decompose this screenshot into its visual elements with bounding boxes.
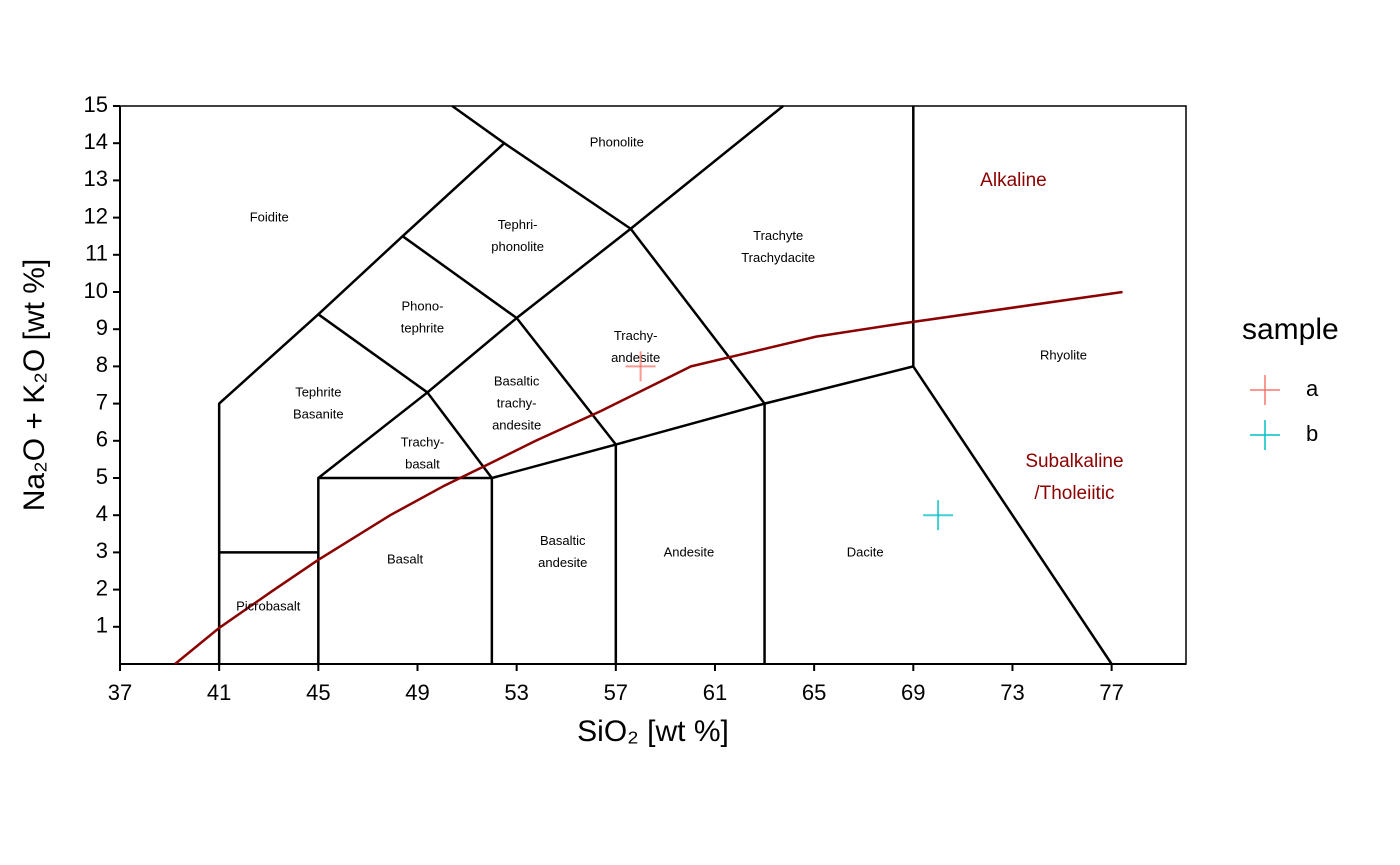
y-tick-label: 1 bbox=[96, 613, 108, 638]
region-label: Phono- bbox=[401, 298, 443, 313]
y-tick-label: 6 bbox=[96, 427, 108, 452]
x-tick-label: 45 bbox=[306, 680, 330, 705]
region-label: trachy- bbox=[497, 395, 537, 410]
region-label: Rhyolite bbox=[1040, 347, 1087, 362]
region-label: Basaltic bbox=[540, 533, 586, 548]
x-tick-label: 49 bbox=[405, 680, 429, 705]
y-tick-label: 7 bbox=[96, 389, 108, 414]
y-tick-label: 15 bbox=[84, 92, 108, 117]
field-boundary bbox=[490, 365, 1113, 665]
y-tick-label: 2 bbox=[96, 575, 108, 600]
region-label: Foidite bbox=[250, 209, 289, 224]
region-label: Trachydacite bbox=[741, 250, 815, 265]
y-tick-label: 10 bbox=[84, 278, 108, 303]
alkaline-divider bbox=[174, 290, 1123, 665]
field-boundary bbox=[317, 227, 766, 479]
region-label: Basalt bbox=[387, 551, 424, 566]
x-tick-label: 61 bbox=[703, 680, 727, 705]
field-boundary bbox=[317, 313, 493, 479]
y-tick-label: 5 bbox=[96, 464, 108, 489]
y-tick-label: 8 bbox=[96, 352, 108, 377]
class-label: Alkaline bbox=[980, 170, 1047, 191]
y-tick-label: 9 bbox=[96, 315, 108, 340]
region-label: Trachy- bbox=[401, 434, 445, 449]
region-label: Phonolite bbox=[590, 135, 644, 150]
y-tick-label: 13 bbox=[84, 166, 108, 191]
legend-label: a bbox=[1306, 376, 1319, 401]
y-tick-label: 3 bbox=[96, 538, 108, 563]
y-tick-label: 14 bbox=[84, 129, 108, 154]
y-tick-label: 4 bbox=[96, 501, 108, 526]
field-boundary bbox=[503, 105, 784, 231]
region-label: basalt bbox=[405, 456, 440, 471]
x-tick-label: 77 bbox=[1099, 680, 1123, 705]
point bbox=[923, 500, 954, 531]
x-tick-label: 73 bbox=[1000, 680, 1024, 705]
region-label: Basaltic bbox=[494, 373, 540, 388]
legend-key bbox=[1250, 420, 1280, 450]
x-tick-label: 65 bbox=[802, 680, 826, 705]
x-tick-label: 37 bbox=[108, 680, 132, 705]
region-label: andesite bbox=[538, 555, 587, 570]
x-tick-label: 53 bbox=[504, 680, 528, 705]
y-axis-title: Na₂O + K₂O [wt %] bbox=[18, 259, 51, 512]
region-label: Tephrite bbox=[295, 384, 341, 399]
y-tick-label: 11 bbox=[85, 241, 108, 266]
region-label: andesite bbox=[492, 417, 541, 432]
x-tick-label: 69 bbox=[901, 680, 925, 705]
region-label: Tephri- bbox=[498, 217, 538, 232]
x-axis-title: SiO₂ [wt %] bbox=[577, 715, 729, 748]
region-label: andesite bbox=[611, 350, 660, 365]
x-tick-label: 57 bbox=[604, 680, 628, 705]
class-label: /Tholeiitic bbox=[1034, 483, 1114, 504]
legend-title: sample bbox=[1242, 313, 1339, 346]
region-label: Andesite bbox=[664, 545, 715, 560]
legend-key bbox=[1250, 375, 1280, 405]
region-label: Picrobasalt bbox=[236, 599, 301, 614]
region-label: tephrite bbox=[401, 320, 444, 335]
region-label: Trachy- bbox=[614, 328, 658, 343]
region-label: phonolite bbox=[491, 239, 544, 254]
region-label: Basanite bbox=[293, 406, 344, 421]
x-tick-label: 41 bbox=[207, 680, 231, 705]
region-label: Trachyte bbox=[753, 228, 803, 243]
field-boundary bbox=[217, 104, 506, 664]
y-tick-label: 12 bbox=[84, 203, 108, 228]
region-label: Dacite bbox=[847, 545, 884, 560]
field-boundary bbox=[401, 235, 617, 446]
class-label: Subalkaline bbox=[1025, 451, 1123, 472]
legend-label: b bbox=[1306, 421, 1318, 446]
point bbox=[625, 351, 656, 382]
